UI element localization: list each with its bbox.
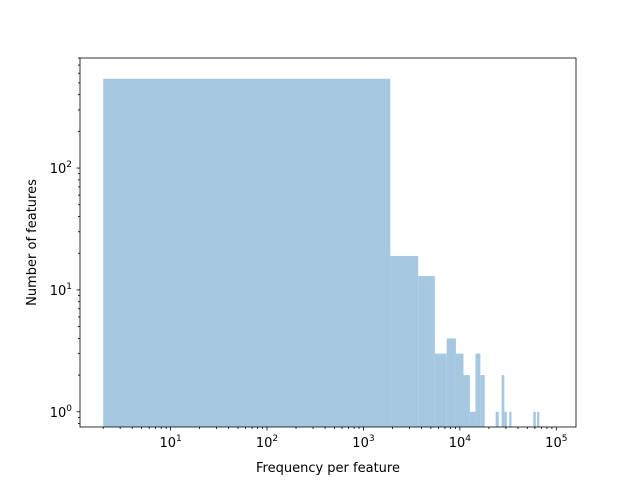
x-tick-label: 104 (449, 434, 472, 451)
histogram-bar (495, 411, 499, 427)
histogram-bar (434, 353, 447, 427)
histogram-bar (446, 338, 456, 427)
histogram-bar (480, 375, 485, 427)
y-tick-label: 101 (50, 282, 72, 299)
histogram-bar (103, 78, 391, 427)
histogram-bar (418, 276, 435, 427)
x-axis-ticks: 101 102 103 104 105 (102, 427, 567, 451)
histogram-bar (455, 353, 464, 427)
y-axis-ticks: 100 101 102 (50, 57, 80, 424)
histogram-bar (390, 255, 419, 427)
x-tick-label: 105 (545, 434, 567, 451)
histogram-bar (509, 411, 512, 427)
histogram-bar (533, 411, 536, 427)
x-tick-label: 103 (352, 434, 374, 451)
x-axis-label: Frequency per feature (256, 461, 400, 476)
histogram-bar (469, 411, 476, 427)
histogram-bar (475, 353, 481, 427)
x-tick-label: 102 (256, 434, 278, 451)
histogram-bars (103, 78, 540, 427)
histogram-bar (537, 411, 540, 427)
plot-frame (79, 57, 577, 428)
x-tick-label: 101 (159, 434, 181, 451)
y-tick-label: 100 (50, 404, 73, 421)
histogram-bar (501, 375, 505, 427)
histogram-bar (504, 411, 507, 427)
histogram-bar (463, 375, 470, 427)
y-axis-label: Number of features (25, 179, 40, 306)
y-tick-label: 102 (50, 160, 72, 177)
